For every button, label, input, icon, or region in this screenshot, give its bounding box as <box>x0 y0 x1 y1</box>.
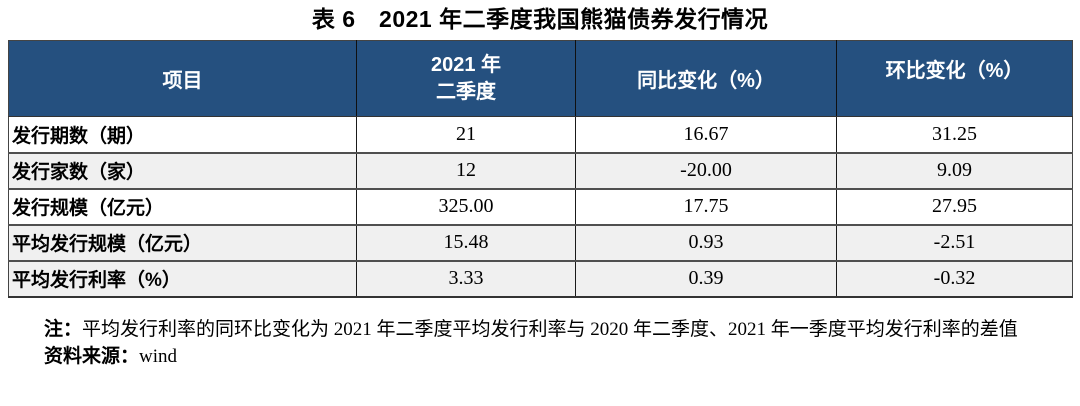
table-row: 平均发行利率（%） 3.33 0.39 -0.32 <box>8 260 1073 297</box>
qoq-value: -0.32 <box>836 260 1073 297</box>
footnote-prefix: 注： <box>44 319 83 340</box>
qoq-value: 31.25 <box>836 116 1073 153</box>
qoq-value: 9.09 <box>836 152 1073 189</box>
qoq-value: 27.95 <box>836 188 1073 225</box>
row-label: 平均发行规模（亿元） <box>8 224 357 261</box>
header-q2-line2: 二季度 <box>436 80 496 103</box>
yoy-value: 17.75 <box>575 188 837 225</box>
qoq-value: -2.51 <box>836 224 1073 261</box>
footnote: 注：平均发行利率的同环比变化为 2021 年二季度平均发行利率与 2020 年二… <box>6 316 1074 343</box>
header-q2-2021: 2021 年 二季度 <box>356 40 576 117</box>
data-source-prefix: 资料来源： <box>44 346 140 367</box>
row-label: 平均发行利率（%） <box>8 260 357 297</box>
table-row: 发行家数（家） 12 -20.00 9.09 <box>8 152 1073 189</box>
page-title: 表 6 2021 年二季度我国熊猫债券发行情况 <box>311 6 769 32</box>
panda-bond-table: 项目 2021 年 二季度 同比变化（%） 环比变化（%） 发行期数（期） 21… <box>8 40 1073 298</box>
data-source-value: wind <box>139 346 178 367</box>
q2-value: 21 <box>356 116 576 153</box>
header-yoy-change: 同比变化（%） <box>575 40 837 117</box>
row-label: 发行期数（期） <box>8 116 357 153</box>
q2-value: 325.00 <box>356 188 576 225</box>
q2-value: 3.33 <box>356 260 576 297</box>
data-source: 资料来源：wind <box>6 343 1074 370</box>
header-qoq-change: 环比变化（%） <box>836 40 1073 117</box>
table-notes: 注：平均发行利率的同环比变化为 2021 年二季度平均发行利率与 2020 年二… <box>6 316 1074 370</box>
table-header: 项目 2021 年 二季度 同比变化（%） 环比变化（%） <box>8 40 1073 117</box>
q2-value: 12 <box>356 152 576 189</box>
table-row: 发行规模（亿元） 325.00 17.75 27.95 <box>8 188 1073 225</box>
yoy-value: -20.00 <box>575 152 837 189</box>
table-body: 发行期数（期） 21 16.67 31.25 发行家数（家） 12 -20.00… <box>8 116 1073 297</box>
footnote-text: 平均发行利率的同环比变化为 2021 年二季度平均发行利率与 2020 年二季度… <box>82 319 1018 340</box>
yoy-value: 16.67 <box>575 116 837 153</box>
row-label: 发行规模（亿元） <box>8 188 357 225</box>
table-row: 平均发行规模（亿元） 15.48 0.93 -2.51 <box>8 224 1073 261</box>
header-item: 项目 <box>8 40 357 117</box>
q2-value: 15.48 <box>356 224 576 261</box>
row-label: 发行家数（家） <box>8 152 357 189</box>
yoy-value: 0.39 <box>575 260 837 297</box>
table-row: 发行期数（期） 21 16.67 31.25 <box>8 116 1073 153</box>
header-q2-line1: 2021 年 <box>430 53 502 76</box>
panda-bond-table-container: 项目 2021 年 二季度 同比变化（%） 环比变化（%） 发行期数（期） 21… <box>8 40 1073 298</box>
yoy-value: 0.93 <box>575 224 837 261</box>
